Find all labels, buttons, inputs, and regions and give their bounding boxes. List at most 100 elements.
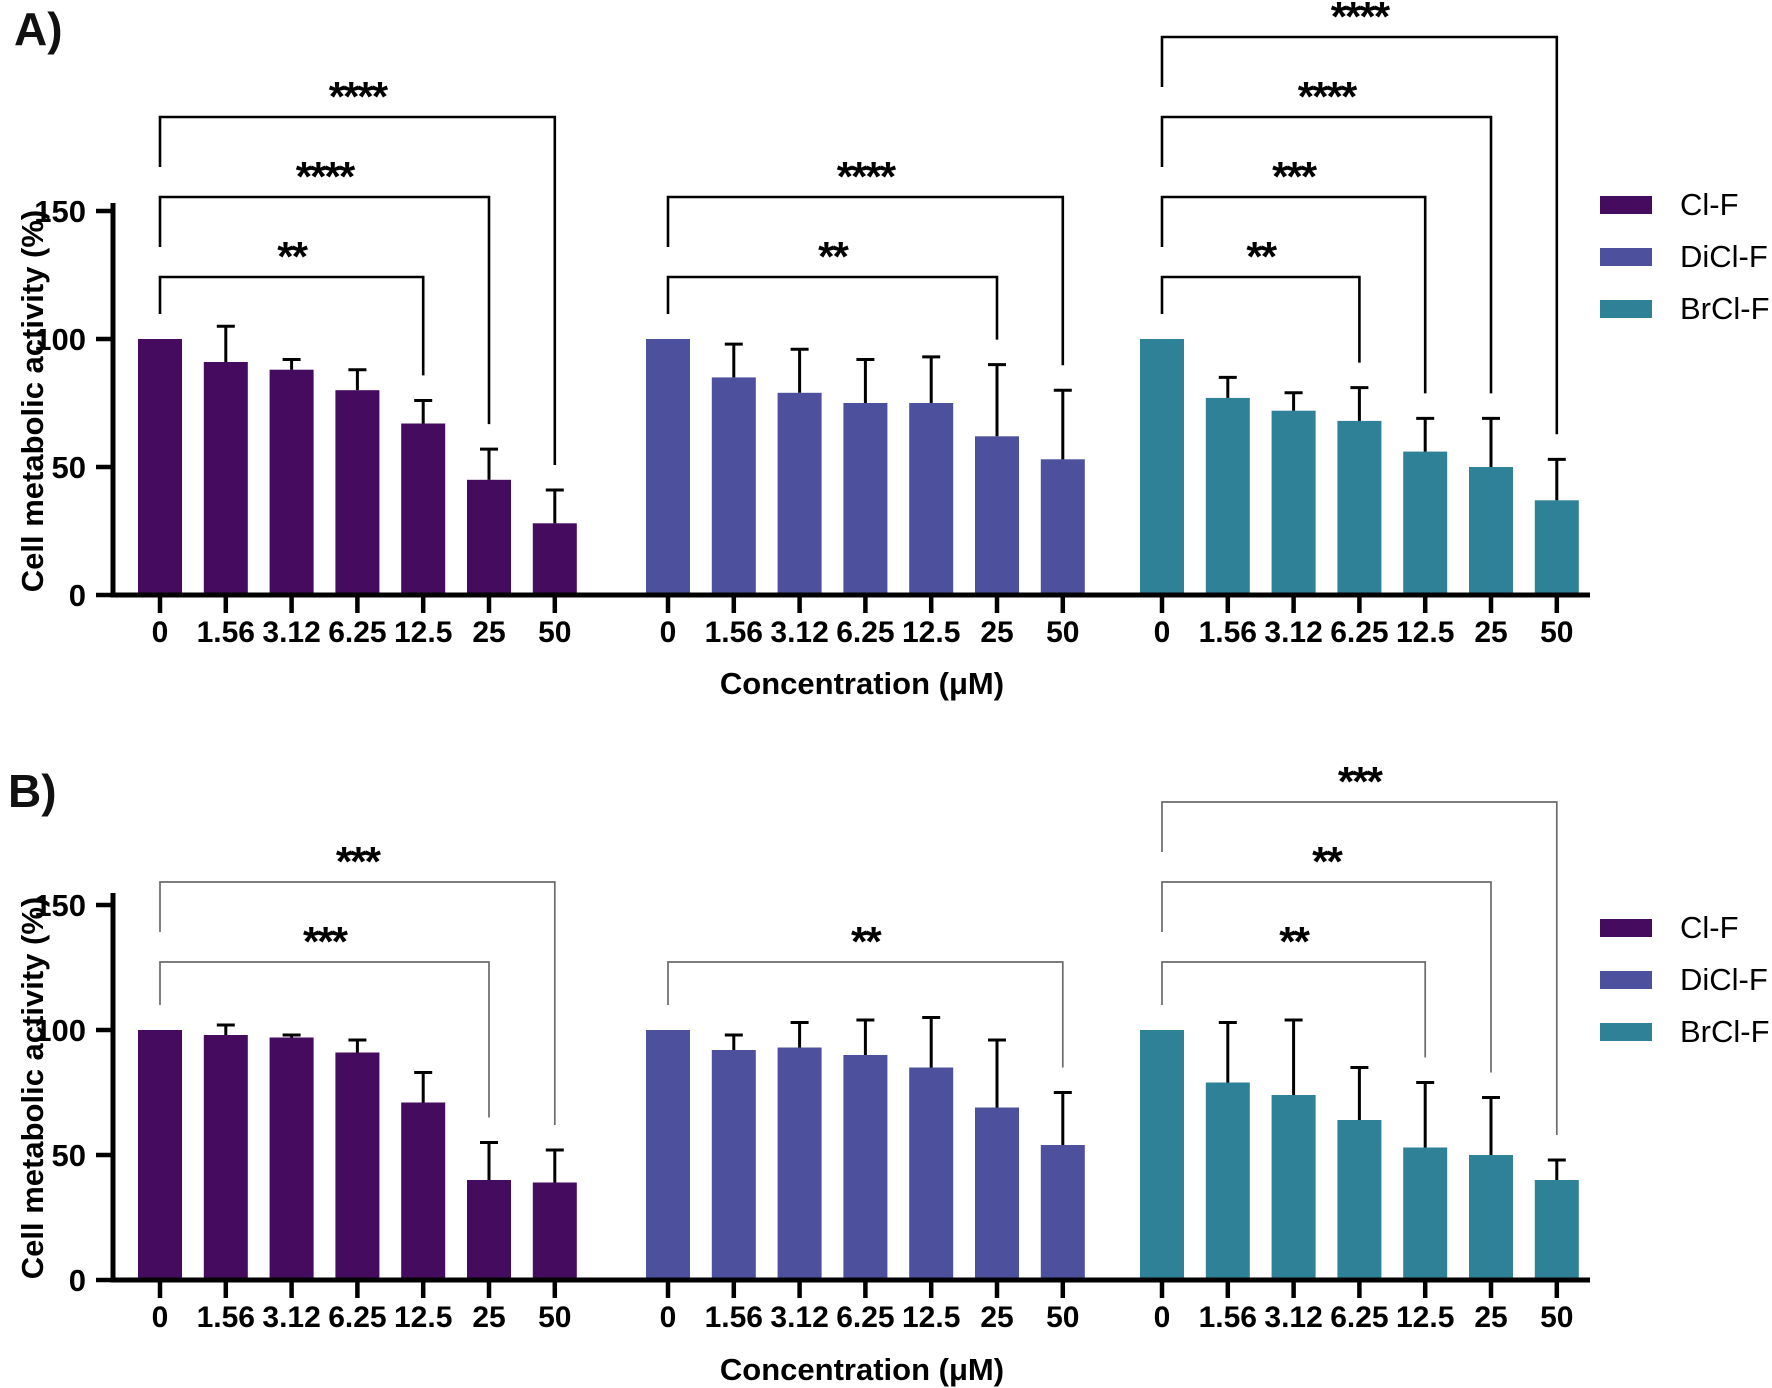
bar-BrCl-F-50 — [1534, 1180, 1579, 1280]
bar-DiCl-F-0 — [646, 1030, 690, 1280]
y-tick-label: 0 — [69, 1263, 86, 1298]
bar-Cl-F-50 — [532, 523, 577, 595]
bar-BrCl-F-25 — [1469, 467, 1513, 595]
bar-DiCl-F-12.5 — [909, 403, 954, 595]
significance-label: *** — [1338, 758, 1384, 805]
x-tick-label: 3.12 — [770, 616, 828, 649]
bar-Cl-F-12.5 — [401, 423, 446, 595]
significance-bracket-Cl-F-0-vs-50 — [159, 881, 556, 1125]
x-tick-label: 1.56 — [1199, 616, 1257, 649]
x-tick-label: 6.25 — [836, 1301, 894, 1334]
significance-bracket-BrCl-F-0-vs-25 — [1160, 115, 1493, 394]
panel-b-x-axis-title: Concentration (μM) — [719, 1352, 1005, 1387]
x-tick-label: 25 — [980, 616, 1013, 649]
significance-label: **** — [1331, 0, 1391, 40]
significance-label: *** — [1272, 153, 1318, 200]
significance-label: **** — [837, 153, 897, 200]
x-tick-label: 0 — [1154, 1301, 1171, 1334]
bar-Cl-F-1.56 — [203, 362, 248, 595]
significance-label: ** — [818, 233, 849, 280]
x-tick-label: 12.5 — [902, 616, 960, 649]
significance-bracket-BrCl-F-0-vs-6.25 — [1160, 275, 1361, 363]
x-tick-label: 25 — [1474, 1301, 1507, 1334]
panel-b-legend: Cl-F DiCl-F BrCl-F — [1600, 912, 1770, 1075]
x-tick-label: 6.25 — [1330, 1301, 1388, 1334]
x-tick-label: 12.5 — [394, 616, 452, 649]
significance-bracket-BrCl-F-0-vs-12.5 — [1160, 195, 1427, 394]
bar-Cl-F-0 — [138, 1030, 182, 1280]
legend-swatch-brclf — [1600, 1023, 1652, 1041]
bar-Cl-F-6.25 — [335, 1052, 380, 1280]
bar-DiCl-F-1.56 — [711, 377, 756, 595]
x-tick-label: 6.25 — [836, 616, 894, 649]
significance-label: ** — [1312, 838, 1343, 885]
x-tick-label: 6.25 — [328, 616, 386, 649]
bar-Cl-F-50 — [532, 1182, 577, 1280]
significance-bracket-Cl-F-0-vs-25 — [158, 195, 491, 425]
x-tick-label: 3.12 — [1264, 1301, 1322, 1334]
legend-label-diclf: DiCl-F — [1680, 239, 1768, 274]
x-tick-label: 50 — [1046, 616, 1079, 649]
x-tick-label: 0 — [1154, 616, 1171, 649]
significance-label: **** — [329, 73, 389, 120]
legend-label-brclf: BrCl-F — [1680, 1014, 1770, 1049]
x-tick-label: 3.12 — [262, 1301, 320, 1334]
x-tick-label: 1.56 — [197, 1301, 255, 1334]
panel-a-letter: A) — [14, 3, 63, 55]
x-tick-label: 12.5 — [902, 1301, 960, 1334]
x-tick-label: 6.25 — [328, 1301, 386, 1334]
x-tick-label: 1.56 — [197, 616, 255, 649]
bar-Cl-F-12.5 — [401, 1102, 446, 1280]
legend-item-diclf: DiCl-F — [1600, 964, 1770, 995]
significance-label: ** — [1279, 918, 1310, 965]
x-tick-label: 25 — [1474, 616, 1507, 649]
significance-bracket-DiCl-F-0-vs-25 — [666, 275, 999, 340]
bar-DiCl-F-6.25 — [843, 1055, 888, 1280]
significance-bracket-Cl-F-0-vs-12.5 — [158, 275, 425, 376]
x-tick-label: 25 — [980, 1301, 1013, 1334]
x-tick-label: 50 — [1540, 616, 1573, 649]
bar-DiCl-F-25 — [975, 1107, 1019, 1280]
x-tick-label: 1.56 — [705, 1301, 763, 1334]
bar-Cl-F-0 — [138, 339, 182, 595]
legend-item-brclf: BrCl-F — [1600, 291, 1770, 326]
bar-DiCl-F-0 — [646, 339, 690, 595]
x-tick-label: 1.56 — [1199, 1301, 1257, 1334]
bar-DiCl-F-12.5 — [909, 1067, 954, 1280]
bar-BrCl-F-1.56 — [1205, 397, 1250, 595]
legend-item-clf: Cl-F — [1600, 189, 1770, 220]
significance-bracket-DiCl-F-0-vs-50 — [666, 195, 1065, 366]
significance-label: *** — [303, 918, 349, 965]
x-tick-label: 3.12 — [262, 616, 320, 649]
bar-BrCl-F-0 — [1140, 339, 1184, 595]
significance-bracket-Cl-F-0-vs-50 — [158, 115, 557, 465]
bar-DiCl-F-3.12 — [777, 1047, 822, 1280]
x-tick-label: 50 — [1540, 1301, 1573, 1334]
significance-bracket-DiCl-F-0-vs-50 — [667, 961, 1064, 1068]
x-tick-label: 0 — [660, 1301, 677, 1334]
bar-DiCl-F-50 — [1040, 459, 1085, 595]
significance-bracket-BrCl-F-0-vs-50 — [1160, 35, 1559, 435]
legend-item-brclf: BrCl-F — [1600, 1014, 1770, 1049]
significance-label: **** — [1298, 73, 1358, 120]
significance-label: ** — [277, 233, 308, 280]
legend-label-brclf: BrCl-F — [1680, 291, 1770, 326]
panel-a-legend: Cl-F DiCl-F BrCl-F — [1600, 189, 1770, 352]
bar-Cl-F-6.25 — [335, 390, 380, 595]
x-tick-label: 6.25 — [1330, 616, 1388, 649]
x-tick-label: 0 — [660, 616, 677, 649]
legend-item-diclf: DiCl-F — [1600, 239, 1770, 274]
bar-BrCl-F-6.25 — [1337, 420, 1382, 595]
x-tick-label: 25 — [472, 616, 505, 649]
bar-Cl-F-25 — [467, 1180, 511, 1280]
bar-BrCl-F-25 — [1469, 1155, 1513, 1280]
panel-b-letter: B) — [8, 765, 57, 817]
x-tick-label: 0 — [152, 616, 169, 649]
y-tick-label: 50 — [52, 450, 86, 485]
x-tick-label: 12.5 — [1396, 1301, 1454, 1334]
significance-bracket-BrCl-F-0-vs-25 — [1161, 881, 1492, 1073]
x-tick-label: 1.56 — [705, 616, 763, 649]
bar-Cl-F-25 — [467, 479, 511, 595]
bar-BrCl-F-3.12 — [1271, 410, 1316, 595]
legend-swatch-clf — [1600, 196, 1652, 214]
